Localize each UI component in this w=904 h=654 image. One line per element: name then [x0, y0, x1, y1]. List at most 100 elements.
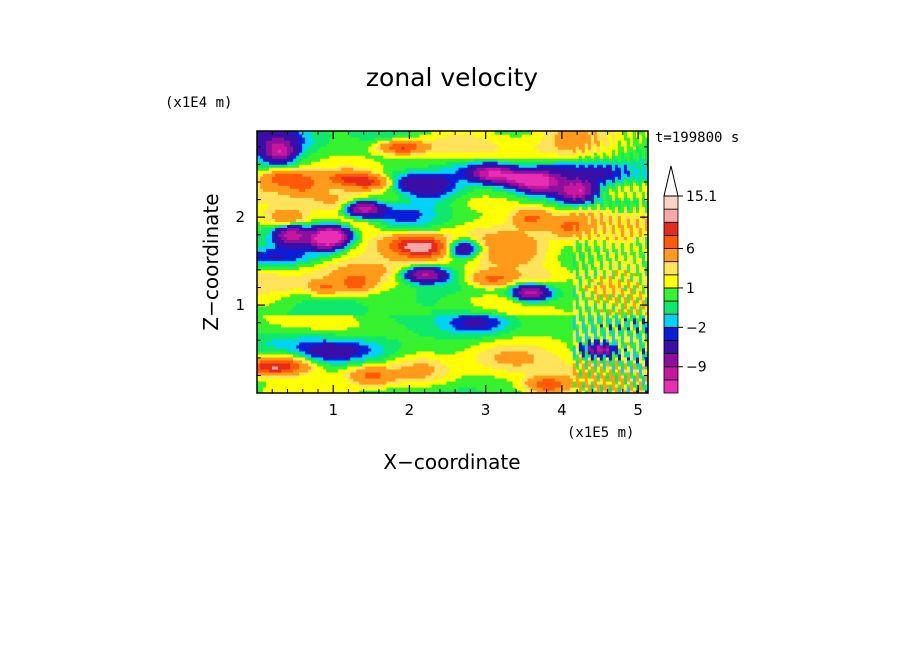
field-cell [431, 344, 436, 349]
field-cell [614, 353, 619, 358]
field-cell [605, 353, 610, 358]
field-cell [344, 308, 348, 313]
field-cell [482, 338, 487, 343]
field-cell [305, 332, 309, 337]
field-cell [542, 320, 547, 325]
field-cell [542, 386, 547, 391]
field-cell [593, 332, 598, 337]
field-cell [290, 377, 294, 382]
field-cell [593, 350, 598, 355]
field-cell [329, 371, 333, 376]
field-cell [398, 344, 402, 349]
field-cell [290, 338, 294, 343]
field-cell [344, 371, 348, 376]
field-cell [527, 356, 532, 361]
field-cell [392, 314, 396, 319]
field-cell [572, 362, 577, 367]
field-cell [560, 389, 565, 393]
field-cell [596, 368, 601, 373]
field-cell [644, 341, 648, 346]
field-cell [539, 383, 544, 388]
field-cell [419, 377, 424, 382]
field-cell [350, 383, 354, 388]
field-cell [638, 341, 643, 346]
field-cell [521, 317, 526, 322]
field-cell [272, 317, 276, 322]
field-cell [284, 323, 288, 328]
field-cell [341, 338, 345, 343]
field-cell [302, 335, 306, 340]
field-cell [470, 317, 475, 322]
field-cell [557, 344, 562, 349]
field-cell [596, 359, 601, 364]
field-cell [362, 365, 366, 370]
field-cell [356, 371, 360, 376]
field-cell [341, 371, 345, 376]
field-cell [257, 368, 261, 373]
field-cell [458, 311, 463, 316]
field-cell [581, 374, 586, 379]
field-cell [296, 332, 300, 337]
field-cell [293, 386, 297, 391]
field-cell [425, 362, 430, 367]
field-cell [608, 371, 613, 376]
field-cell [482, 344, 487, 349]
field-cell [335, 311, 339, 316]
field-cell [608, 353, 613, 358]
field-cell [401, 308, 405, 313]
field-cell [368, 359, 372, 364]
field-cell [644, 311, 648, 316]
field-cell [578, 317, 583, 322]
field-cell [479, 344, 484, 349]
field-cell [473, 344, 478, 349]
field-cell [377, 320, 381, 325]
field-cell [623, 389, 628, 393]
field-cell [374, 365, 378, 370]
field-cell [422, 377, 427, 382]
field-cell [467, 374, 472, 379]
field-cell [428, 329, 433, 334]
field-cell [425, 380, 430, 385]
field-cell [578, 314, 583, 319]
field-cell [440, 368, 445, 373]
field-cell [539, 386, 544, 391]
field-cell [437, 308, 442, 313]
field-cell [272, 338, 276, 343]
field-cell [503, 314, 508, 319]
field-cell [539, 332, 544, 337]
field-cell [395, 350, 399, 355]
field-cell [617, 311, 622, 316]
field-cell [485, 341, 490, 346]
field-cell [620, 377, 625, 382]
field-cell [401, 386, 405, 391]
field-cell [344, 359, 348, 364]
field-cell [329, 338, 333, 343]
field-cell [287, 353, 291, 358]
field-cell [593, 386, 598, 391]
field-cell [362, 374, 366, 379]
field-cell [470, 341, 475, 346]
field-cell [449, 308, 454, 313]
field-cell [311, 341, 315, 346]
field-cell [410, 359, 414, 364]
field-cell [629, 314, 634, 319]
field-cell [491, 380, 496, 385]
field-cell [638, 353, 643, 358]
field-cell [275, 332, 279, 337]
field-cell [569, 329, 574, 334]
field-cell [404, 338, 408, 343]
field-cell [296, 317, 300, 322]
velocity-field [257, 131, 648, 393]
field-cell [494, 341, 499, 346]
field-cell [398, 374, 402, 379]
field-cell [632, 383, 637, 388]
field-cell [485, 308, 490, 313]
field-cell [440, 374, 445, 379]
field-cell [401, 365, 405, 370]
field-cell [515, 326, 520, 331]
field-cell [530, 341, 535, 346]
field-cell [530, 362, 535, 367]
field-cell [569, 359, 574, 364]
field-cell [383, 335, 387, 340]
field-cell [548, 371, 553, 376]
